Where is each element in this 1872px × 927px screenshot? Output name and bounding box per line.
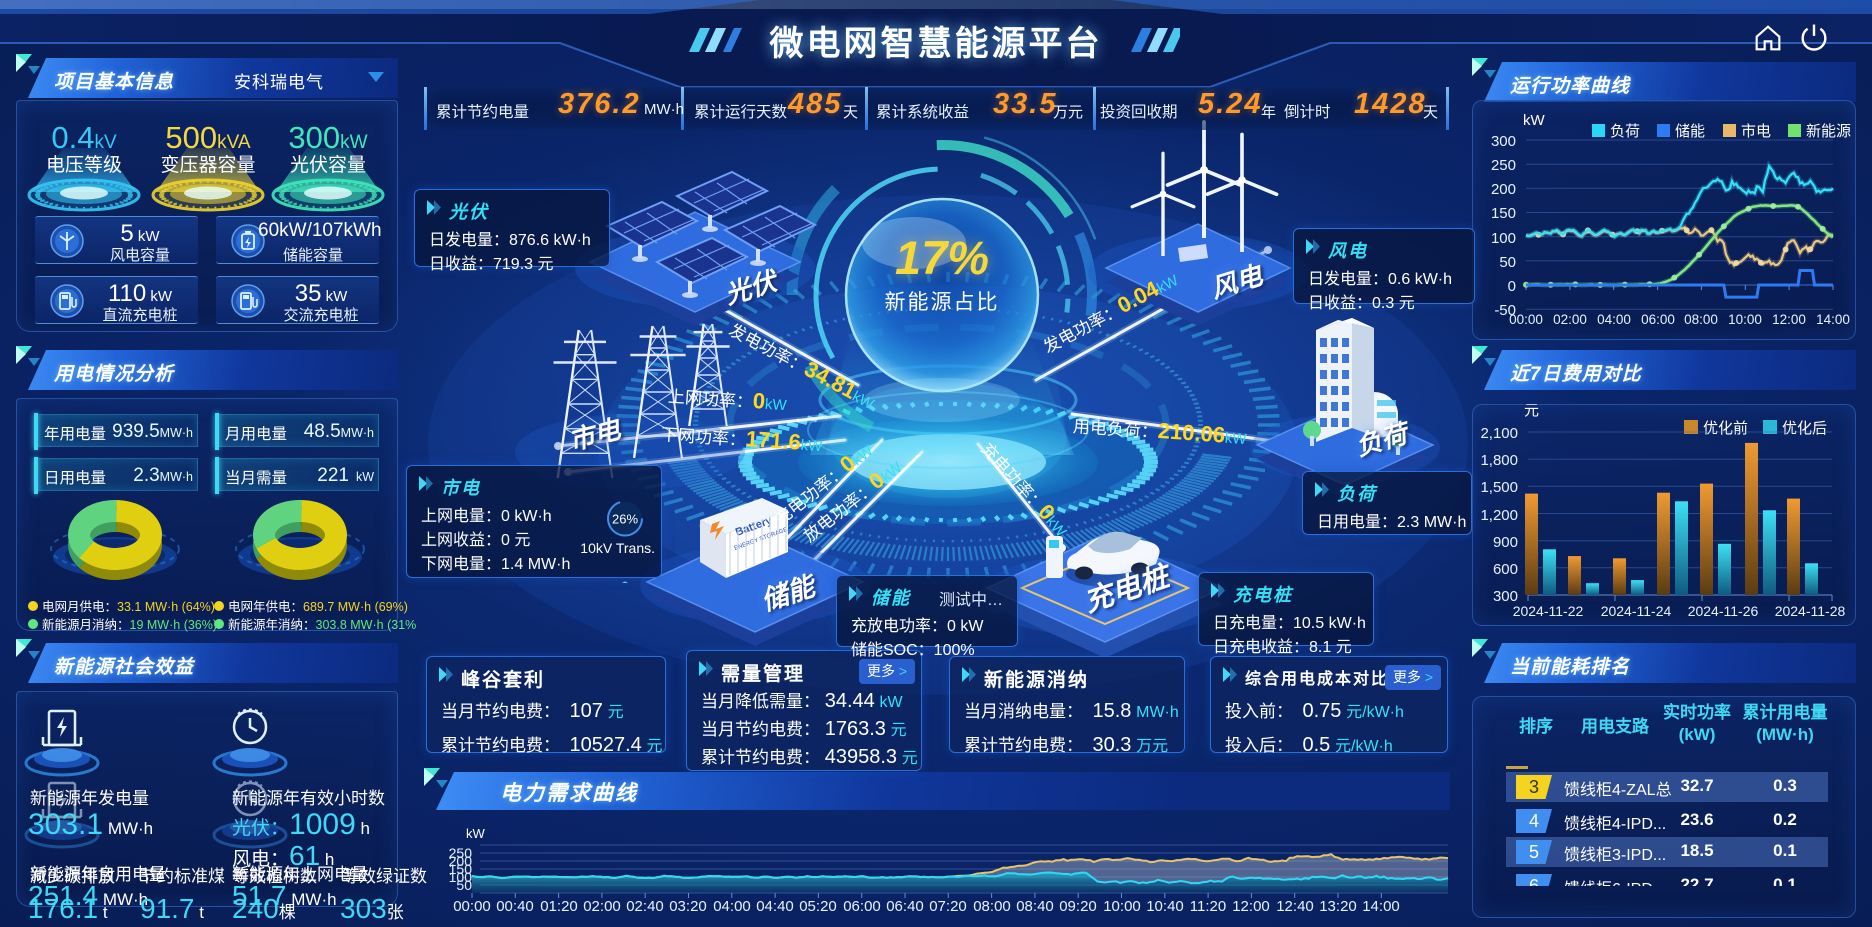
svg-text:50: 50 [1499,254,1516,271]
svg-text:1,800: 1,800 [1480,452,1518,469]
svg-text:100: 100 [1491,230,1516,247]
svg-text:04:00: 04:00 [713,898,751,915]
svg-text:06:00: 06:00 [1641,312,1675,327]
svg-text:-50: -50 [1494,302,1516,319]
svg-text:00:40: 00:40 [496,898,534,915]
svg-text:09:20: 09:20 [1059,898,1097,915]
svg-text:2024-11-26: 2024-11-26 [1688,603,1759,619]
svg-text:150: 150 [1491,205,1516,222]
svg-text:250: 250 [1491,157,1516,174]
svg-text:13:20: 13:20 [1319,898,1357,915]
svg-text:11:20: 11:20 [1190,898,1226,915]
svg-text:1,200: 1,200 [1480,507,1518,524]
svg-text:06:40: 06:40 [886,898,924,915]
svg-text:03:20: 03:20 [669,898,707,915]
svg-text:优化后: 优化后 [1782,420,1827,437]
svg-text:2024-11-22: 2024-11-22 [1513,603,1584,619]
svg-text:10:00: 10:00 [1103,898,1141,915]
svg-text:05:20: 05:20 [799,898,837,915]
svg-text:10:00: 10:00 [1728,312,1762,327]
svg-text:01:20: 01:20 [540,898,578,915]
svg-text:100: 100 [449,869,473,885]
svg-text:600: 600 [1493,561,1518,578]
svg-text:200: 200 [449,853,473,869]
svg-text:市电: 市电 [1741,123,1771,140]
svg-text:50: 50 [456,877,472,893]
svg-text:kW: kW [466,826,486,841]
svg-text:04:00: 04:00 [1597,312,1631,327]
svg-text:2,100: 2,100 [1480,425,1518,442]
svg-text:储能: 储能 [1675,123,1705,140]
svg-text:10:40: 10:40 [1146,898,1184,915]
svg-text:kW: kW [1523,112,1546,129]
svg-text:300: 300 [1493,588,1518,605]
svg-text:150: 150 [449,861,473,877]
svg-text:12:00: 12:00 [1232,898,1270,915]
svg-text:02:00: 02:00 [583,898,621,915]
svg-text:200: 200 [1491,181,1516,198]
svg-text:0: 0 [1508,278,1516,295]
svg-text:负荷: 负荷 [1610,123,1640,140]
svg-text:08:00: 08:00 [973,898,1011,915]
svg-text:26%: 26% [612,512,638,527]
svg-text:2024-11-28: 2024-11-28 [1775,603,1846,619]
svg-text:02:40: 02:40 [626,898,664,915]
svg-text:08:00: 08:00 [1684,312,1718,327]
svg-text:250: 250 [449,845,473,861]
svg-text:900: 900 [1493,534,1518,551]
svg-text:300: 300 [1491,133,1516,150]
svg-text:07:20: 07:20 [929,898,967,915]
svg-text:08:40: 08:40 [1016,898,1054,915]
svg-text:1,500: 1,500 [1480,479,1518,496]
svg-text:02:00: 02:00 [1553,312,1587,327]
svg-text:12:00: 12:00 [1772,312,1806,327]
svg-text:00:00: 00:00 [1509,312,1543,327]
svg-text:14:00: 14:00 [1362,898,1400,915]
svg-text:优化前: 优化前 [1703,420,1748,437]
svg-text:04:40: 04:40 [756,898,794,915]
svg-text:2024-11-24: 2024-11-24 [1601,603,1672,619]
svg-text:新能源: 新能源 [1806,123,1851,140]
svg-text:12:40: 12:40 [1276,898,1314,915]
svg-text:元: 元 [1524,404,1539,419]
svg-text:14:00: 14:00 [1816,312,1850,327]
svg-text:06:00: 06:00 [843,898,881,915]
svg-text:00:00: 00:00 [453,898,491,915]
